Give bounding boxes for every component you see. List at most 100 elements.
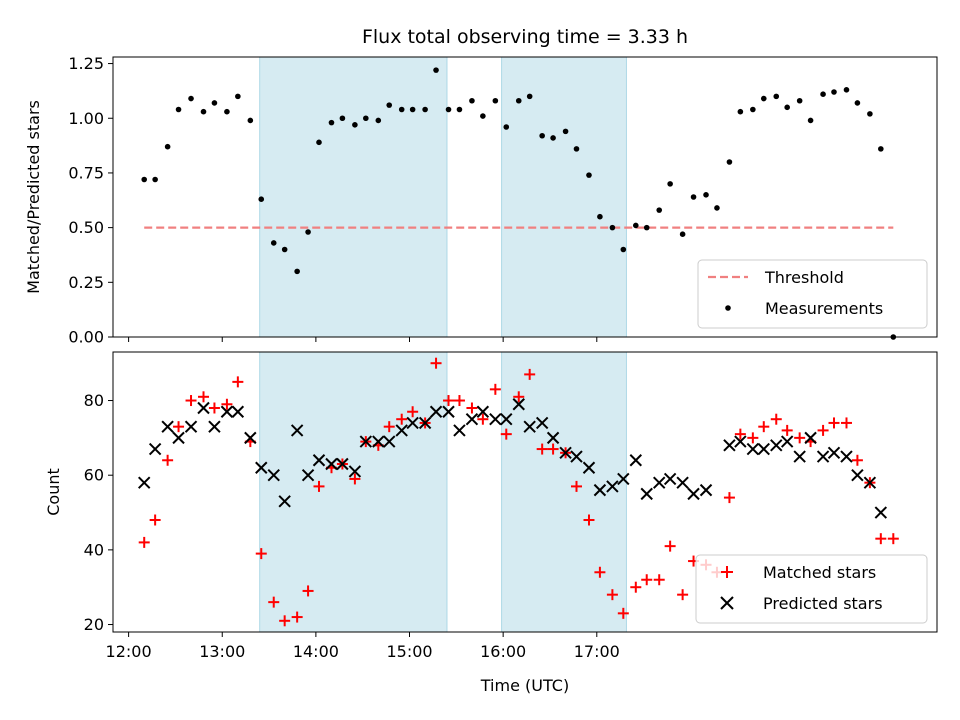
matched-star-marker <box>407 406 419 418</box>
top-legend-box <box>697 259 928 329</box>
measurement-point <box>867 111 873 117</box>
predicted-star-marker <box>197 401 210 415</box>
bottom-x-axis: 12:00 13:00 14:00 15:00 16:00 17:00 <box>106 632 620 661</box>
predicted-star-marker <box>723 439 736 452</box>
matched-star-marker <box>617 607 629 619</box>
matched-star-marker <box>291 611 303 623</box>
predicted-star-marker <box>535 416 549 430</box>
matched-star-marker <box>268 596 280 608</box>
measurement-point <box>820 91 826 97</box>
predicted-star-marker <box>148 442 162 456</box>
predicted-star-marker <box>465 412 479 426</box>
measurement-point <box>737 108 744 115</box>
y-tick-label: 0.25 <box>68 273 104 292</box>
predicted-star-marker <box>220 405 234 418</box>
legend-measurement-swatch <box>725 305 731 311</box>
predicted-star-marker <box>267 468 280 482</box>
top-y-axis: 0.00 0.25 0.50 0.75 1.00 1.25 <box>68 54 113 347</box>
measurement-point <box>270 240 277 246</box>
predicted-star-marker <box>184 420 198 433</box>
measurement-point <box>492 97 499 104</box>
predicted-star-marker <box>629 454 643 467</box>
top-x-ticks <box>128 337 598 342</box>
matched-star-marker <box>185 395 197 407</box>
measurement-point <box>398 106 405 113</box>
matched-star-marker <box>453 395 465 407</box>
measurement-point <box>224 108 230 115</box>
predicted-star-marker <box>663 472 677 486</box>
predicted-star-marker <box>617 472 630 486</box>
predicted-star-marker <box>429 405 443 418</box>
measurement-point <box>456 106 463 113</box>
measurement-point <box>679 231 686 237</box>
measurement-point <box>515 97 522 104</box>
matched-star-marker <box>653 574 665 586</box>
measurement-point <box>633 222 639 229</box>
matched-star-marker <box>794 432 806 444</box>
x-tick-label: 15:00 <box>386 642 432 661</box>
measurement-point <box>352 122 358 128</box>
measurement-point <box>294 268 300 275</box>
matched-star-marker <box>781 424 793 436</box>
matched-star-marker <box>594 566 606 578</box>
y-tick-label: 0.50 <box>68 218 104 237</box>
matched-star-marker <box>477 413 489 425</box>
measurement-point <box>235 93 241 100</box>
measurement-point <box>714 205 720 211</box>
predicted-star-marker <box>593 483 607 497</box>
predicted-star-marker <box>757 442 770 456</box>
chart-title: Flux total observing time = 3.33 h <box>362 26 688 48</box>
measurement-point <box>247 117 254 124</box>
measurement-point <box>339 115 346 122</box>
measurement-point <box>363 115 369 122</box>
legend-predicted-label: Predicted stars <box>763 594 883 613</box>
matched-star-marker <box>747 432 759 444</box>
measurement-point <box>188 95 194 102</box>
predicted-star-marker <box>676 476 689 489</box>
measurement-point <box>643 224 650 231</box>
predicted-star-marker <box>161 420 174 433</box>
predicted-star-marker <box>770 439 783 452</box>
matched-star-marker <box>875 533 887 545</box>
x-axis-label: Time (UTC) <box>480 676 569 695</box>
measurement-point <box>316 139 322 146</box>
matched-star-marker <box>758 421 770 433</box>
legend-measurements-label: Measurements <box>765 299 883 318</box>
matched-star-marker <box>466 402 478 414</box>
matched-star-marker <box>723 492 735 504</box>
measurement-point <box>409 106 416 113</box>
predicted-star-marker <box>372 435 385 448</box>
predicted-star-marker <box>570 450 583 463</box>
predicted-star-marker <box>172 431 185 445</box>
measurement-point <box>597 213 603 220</box>
measurement-points <box>141 67 897 340</box>
measurement-point <box>550 135 556 141</box>
predicted-star-marker <box>138 476 151 489</box>
measurement-point <box>620 246 627 253</box>
predicted-star-marker <box>523 420 536 433</box>
predicted-star-marker <box>208 420 221 433</box>
matched-star-marker <box>396 413 408 425</box>
predicted-star-marker <box>582 461 596 474</box>
predicted-star-marker <box>840 450 853 463</box>
measurement-point <box>445 106 452 113</box>
measurement-point <box>539 132 545 139</box>
y-tick-label: 80 <box>84 391 104 410</box>
legend-threshold-label: Threshold <box>764 268 844 287</box>
matched-star-marker <box>221 398 233 410</box>
matched-star-marker <box>489 383 501 395</box>
matched-star-marker <box>162 454 174 466</box>
matched-star-marker <box>887 533 899 545</box>
measurement-point <box>305 229 311 235</box>
measurement-point <box>211 100 218 106</box>
shaded-region-1 <box>259 56 448 338</box>
y-tick-label: 1.00 <box>68 109 104 128</box>
matched-star-marker <box>198 391 210 403</box>
measurement-point <box>843 87 850 93</box>
matched-star-marker <box>173 421 185 433</box>
measurement-point <box>773 93 780 100</box>
predicted-star-marker <box>793 450 806 463</box>
top-legend: Threshold Measurements <box>697 259 928 329</box>
predicted-star-marker <box>395 424 408 437</box>
